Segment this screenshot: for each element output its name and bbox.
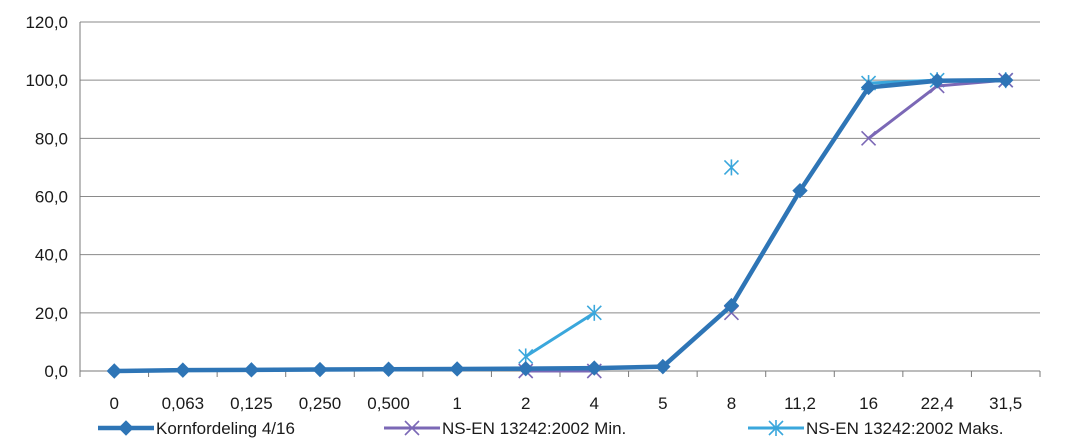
legend: Kornfordeling 4/16 NS-EN 13242:2002 Min. N… (98, 419, 1004, 438)
legend-item-0: Kornfordeling 4/16 (98, 419, 295, 438)
x-tick-label: 0 (110, 394, 119, 413)
data-series (106, 72, 1014, 379)
y-tick-label: 20,0 (35, 304, 68, 323)
y-tick-label: 0,0 (44, 362, 68, 381)
series-2 (518, 72, 1014, 365)
y-tick-label: 100,0 (25, 71, 68, 90)
legend-label: Kornfordeling 4/16 (156, 419, 295, 438)
series-1 (518, 72, 1014, 379)
data-point (380, 361, 397, 377)
legend-item-2: NS-EN 13242:2002 Maks. (748, 419, 1004, 438)
x-tick-label: 0,500 (367, 394, 410, 413)
data-point (723, 159, 739, 176)
series-0 (106, 72, 1014, 379)
y-tick-label: 120,0 (25, 13, 68, 32)
x-axis-tick-labels: 0 0,063 0,125 0,250 0,500 1 2 4 5 8 11,2 16 22,4 31,5 (110, 394, 1023, 413)
legend-item-1: NS-EN 13242:2002 Min. (384, 419, 626, 438)
x-tick-label: 0,063 (162, 394, 205, 413)
data-point (586, 304, 602, 321)
data-point (860, 79, 877, 96)
y-tick-label: 40,0 (35, 246, 68, 265)
x-tick-label: 4 (590, 394, 599, 413)
data-point (449, 361, 465, 377)
x-tick-label: 1 (452, 394, 461, 413)
data-point (312, 361, 328, 378)
x-tick-label: 2 (521, 394, 530, 413)
data-point (998, 72, 1014, 88)
x-tick-label: 11,2 (784, 394, 816, 413)
legend-marker (768, 420, 784, 436)
x-tick-label: 16 (859, 394, 878, 413)
x-tick-label: 31,5 (989, 394, 1022, 413)
x-tick-label: 8 (727, 394, 736, 413)
data-point (518, 360, 534, 377)
x-tick-label: 0,250 (299, 394, 342, 413)
legend-marker (118, 420, 134, 436)
axes (79, 22, 1041, 377)
x-tick-label: 5 (658, 394, 667, 413)
y-axis-tick-labels: 0,0 20,0 40,0 60,0 80,0 100,0 120,0 (25, 13, 68, 381)
series-line (114, 77, 1006, 374)
data-point (655, 358, 671, 375)
data-point (175, 362, 191, 378)
legend-label: NS-EN 13242:2002 Maks. (806, 419, 1004, 438)
data-point (243, 362, 260, 378)
data-point (723, 297, 740, 314)
y-tick-label: 80,0 (35, 129, 68, 148)
data-point (861, 130, 877, 146)
x-tick-label: 22,4 (921, 394, 954, 413)
gridlines (80, 21, 1040, 314)
y-tick-label: 60,0 (35, 188, 68, 207)
series-line (867, 78, 1006, 140)
data-point (586, 360, 602, 376)
data-point (792, 182, 808, 199)
x-tick-label: 0,125 (230, 394, 273, 413)
series-line (524, 311, 596, 358)
data-point (106, 363, 122, 379)
legend-marker (404, 420, 420, 436)
legend-label: NS-EN 13242:2002 Min. (442, 419, 626, 438)
data-point (929, 73, 945, 89)
